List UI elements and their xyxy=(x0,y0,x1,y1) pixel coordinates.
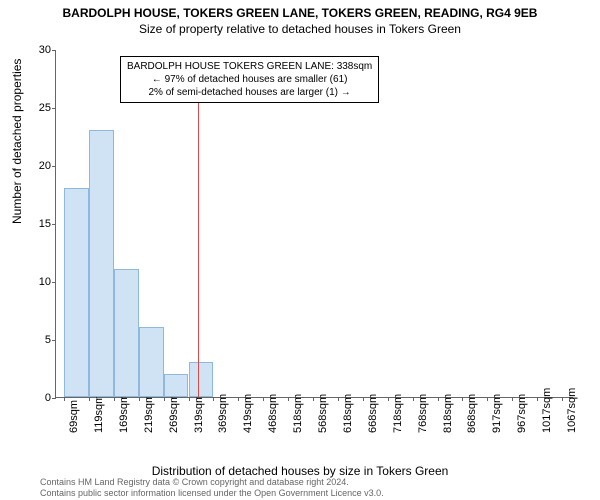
x-tick-mark xyxy=(338,397,339,401)
x-tick-mark xyxy=(438,397,439,401)
histogram-bar xyxy=(114,269,139,397)
y-tick-label: 5 xyxy=(26,334,51,346)
x-tick-mark xyxy=(562,397,563,401)
x-tick-label: 818sqm xyxy=(442,394,454,433)
x-tick-mark xyxy=(263,397,264,401)
x-tick-mark xyxy=(462,397,463,401)
x-tick-label: 868sqm xyxy=(466,394,478,433)
footer-attribution: Contains HM Land Registry data © Crown c… xyxy=(40,477,384,500)
annotation-line1: BARDOLPH HOUSE TOKERS GREEN LANE: 338sqm xyxy=(127,60,372,73)
x-tick-label: 69sqm xyxy=(68,400,80,433)
x-tick-mark xyxy=(313,397,314,401)
x-tick-label: 419sqm xyxy=(242,394,254,433)
y-tick-label: 30 xyxy=(26,44,51,56)
x-tick-mark xyxy=(213,397,214,401)
footer-line1: Contains HM Land Registry data © Crown c… xyxy=(40,477,384,489)
x-tick-mark xyxy=(189,397,190,401)
footer-line2: Contains public sector information licen… xyxy=(40,488,384,500)
histogram-bar xyxy=(164,374,189,397)
y-axis-label: Number of detached properties xyxy=(10,59,24,224)
x-tick-mark xyxy=(487,397,488,401)
x-tick-label: 269sqm xyxy=(168,394,180,433)
histogram-bar xyxy=(89,130,114,397)
x-tick-mark xyxy=(139,397,140,401)
x-tick-label: 219sqm xyxy=(143,394,155,433)
property-marker-line xyxy=(198,77,199,397)
x-tick-mark xyxy=(64,397,65,401)
x-tick-label: 917sqm xyxy=(491,394,503,433)
x-tick-mark xyxy=(114,397,115,401)
y-tick-mark xyxy=(52,224,56,225)
x-tick-mark xyxy=(363,397,364,401)
y-tick-label: 0 xyxy=(26,392,51,404)
histogram-bar xyxy=(64,188,89,397)
y-tick-mark xyxy=(52,50,56,51)
y-tick-mark xyxy=(52,108,56,109)
x-tick-mark xyxy=(537,397,538,401)
x-tick-label: 768sqm xyxy=(417,394,429,433)
x-tick-mark xyxy=(288,397,289,401)
x-tick-label: 518sqm xyxy=(292,394,304,433)
x-tick-label: 169sqm xyxy=(118,394,130,433)
x-tick-mark xyxy=(512,397,513,401)
x-tick-label: 369sqm xyxy=(217,394,229,433)
y-tick-label: 25 xyxy=(26,102,51,114)
chart-area: 05101520253069sqm119sqm169sqm219sqm269sq… xyxy=(55,50,573,398)
y-tick-label: 20 xyxy=(26,160,51,172)
x-tick-mark xyxy=(238,397,239,401)
y-tick-mark xyxy=(52,398,56,399)
x-tick-label: 468sqm xyxy=(267,394,279,433)
x-tick-label: 718sqm xyxy=(392,394,404,433)
y-tick-label: 10 xyxy=(26,276,51,288)
x-tick-mark xyxy=(89,397,90,401)
x-tick-label: 618sqm xyxy=(342,394,354,433)
x-tick-label: 319sqm xyxy=(193,394,205,433)
annotation-box: BARDOLPH HOUSE TOKERS GREEN LANE: 338sqm… xyxy=(120,56,379,103)
y-tick-mark xyxy=(52,166,56,167)
x-tick-mark xyxy=(388,397,389,401)
x-tick-label: 568sqm xyxy=(317,394,329,433)
title-sub: Size of property relative to detached ho… xyxy=(0,20,600,36)
histogram-bar xyxy=(189,362,214,397)
x-tick-label: 119sqm xyxy=(93,395,105,433)
histogram-bar xyxy=(139,327,164,397)
x-tick-mark xyxy=(164,397,165,401)
x-tick-mark xyxy=(413,397,414,401)
y-tick-mark xyxy=(52,282,56,283)
y-tick-label: 15 xyxy=(26,218,51,230)
x-tick-label: 668sqm xyxy=(367,394,379,433)
x-tick-label: 1067sqm xyxy=(566,388,578,433)
annotation-line2: ← 97% of detached houses are smaller (61… xyxy=(127,73,372,86)
annotation-line3: 2% of semi-detached houses are larger (1… xyxy=(127,86,372,99)
y-tick-mark xyxy=(52,340,56,341)
x-tick-label: 967sqm xyxy=(516,394,528,433)
title-main: BARDOLPH HOUSE, TOKERS GREEN LANE, TOKER… xyxy=(0,0,600,20)
x-tick-label: 1017sqm xyxy=(541,388,553,433)
